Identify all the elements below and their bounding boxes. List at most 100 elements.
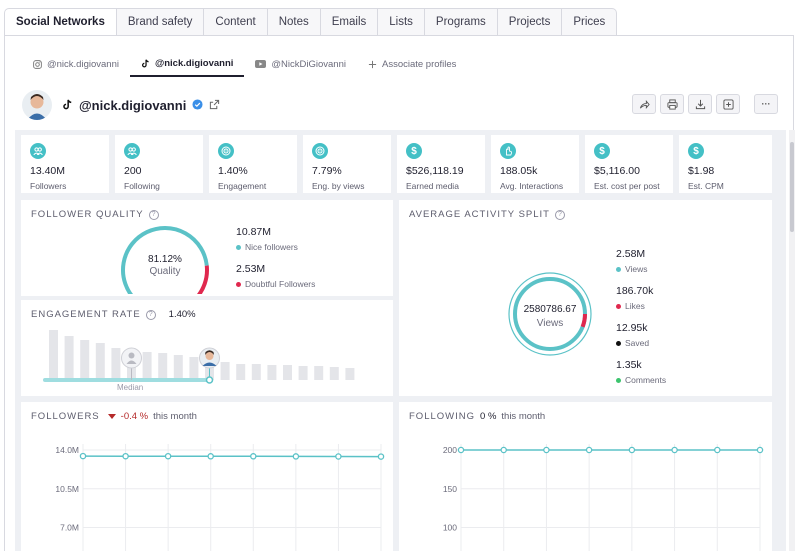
data-point[interactable] [500, 446, 507, 454]
subtab-instagram[interactable]: @nick.digiovanni [22, 51, 130, 77]
add-icon [722, 98, 734, 110]
tab-projects[interactable]: Projects [497, 8, 563, 36]
subtab-youtube[interactable]: @NickDiGiovanni [244, 51, 357, 77]
stat-value: 12.95k [616, 322, 648, 334]
doubtful-followers-arc [196, 265, 209, 294]
help-icon[interactable]: ? [148, 209, 159, 220]
dashboard: 13.40M Followers 200 Following 1.40% Eng… [15, 130, 786, 551]
data-point[interactable] [292, 453, 300, 460]
stat-label: Likes [625, 301, 645, 311]
subtab-tiktok[interactable]: @nick.digiovanni [129, 51, 245, 77]
kpi-label: Followers [30, 181, 67, 191]
engagement-distribution-chart [43, 330, 355, 384]
data-point[interactable] [207, 453, 214, 460]
tab-social-networks[interactable]: Social Networks [4, 8, 117, 36]
data-point[interactable] [457, 446, 465, 454]
legend-dot-likes [616, 303, 621, 309]
tab-prices[interactable]: Prices [562, 8, 618, 36]
more-button[interactable]: ··· [754, 94, 778, 114]
hand-icon [500, 143, 516, 159]
tab-emails[interactable]: Emails [320, 8, 379, 36]
data-point[interactable] [250, 453, 257, 460]
print-icon [666, 98, 678, 110]
dollar-icon: $ [406, 143, 422, 159]
tiktok-icon [141, 59, 150, 68]
data-point[interactable] [335, 453, 342, 460]
stat-label: Views [625, 264, 648, 274]
data-point[interactable] [122, 452, 129, 460]
quality-center: 81.12% Quality [131, 254, 199, 277]
tab-brand-safety[interactable]: Brand safety [116, 8, 205, 36]
subtab-label: @nick.digiovanni [154, 57, 234, 69]
card-title-text: FOLLOWING [409, 411, 476, 422]
card-title-text: FOLLOWER QUALITY [31, 209, 144, 220]
download-button[interactable] [688, 94, 712, 114]
kpi-value: 200 [124, 165, 142, 177]
y-tick-label: 10.5M [55, 484, 79, 494]
data-point[interactable] [756, 446, 764, 454]
engagement-bar [64, 336, 74, 380]
doubtful-followers-stat: 2.53M Doubtful Followers [236, 263, 315, 289]
nice-followers-stat: 10.87M Nice followers [236, 226, 298, 252]
engagement-bar [220, 362, 230, 380]
dollar-icon: $ [688, 143, 704, 159]
stat-label: Nice followers [245, 242, 298, 252]
legend-dot-views [616, 266, 621, 272]
tab-programs[interactable]: Programs [424, 8, 498, 36]
likes-stat: 186.70k Likes [616, 285, 653, 311]
tab-content[interactable]: Content [204, 8, 268, 36]
engagement-rate-value: 1.40% [168, 309, 196, 320]
data-point[interactable] [543, 446, 550, 454]
data-point[interactable] [628, 446, 636, 454]
print-button[interactable] [660, 94, 684, 114]
stat-label: Doubtful Followers [245, 279, 316, 289]
avatar [22, 90, 52, 120]
y-tick-label: 7.0M [60, 523, 79, 533]
external-link-icon[interactable] [209, 98, 220, 113]
quality-label: Quality [149, 266, 181, 277]
share-button[interactable] [632, 94, 656, 114]
legend-dot-doubtful [236, 281, 241, 287]
verified-badge-icon [192, 98, 203, 113]
scrollbar-thumb[interactable] [790, 142, 794, 232]
stat-value: 2.53M [236, 263, 266, 275]
y-tick-label: 100 [443, 523, 457, 533]
add-button[interactable] [716, 94, 740, 114]
profile-handle: @nick.digiovanni [62, 98, 220, 113]
data-point[interactable] [164, 452, 172, 460]
median-label: Median [117, 383, 144, 392]
vertical-scrollbar[interactable] [789, 130, 795, 551]
kpi-card-following: 200 Following [115, 135, 203, 193]
kpi-value: 188.05k [500, 165, 538, 177]
y-tick-label: 150 [443, 484, 457, 494]
profile-point [205, 376, 214, 384]
engagement-bar [142, 352, 152, 380]
trend-down-icon [107, 414, 116, 419]
tab-lists[interactable]: Lists [378, 8, 425, 36]
kpi-value: 7.79% [312, 165, 342, 177]
followers-change: -0.4 % [120, 411, 149, 422]
engagement-bar [189, 357, 199, 380]
help-icon[interactable]: ? [554, 209, 565, 220]
kpi-label: Est. cost per post [594, 181, 660, 191]
quality-percent: 81.12% [148, 254, 182, 265]
kpi-card-followers: 13.40M Followers [21, 135, 109, 193]
series-line [82, 455, 382, 458]
card-title: ENGAGEMENT RATE ? 1.40% [31, 309, 196, 320]
tab-notes[interactable]: Notes [267, 8, 321, 36]
plus-icon [368, 60, 377, 69]
activity-split-card: AVERAGE ACTIVITY SPLIT ? 2580786.67 View… [399, 200, 772, 396]
associate-profiles-button[interactable]: Associate profiles [357, 51, 467, 77]
data-point[interactable] [714, 446, 721, 454]
followers-change-suffix: this month [153, 411, 197, 422]
help-icon[interactable]: ? [145, 309, 156, 320]
activity-center-label: Views [536, 318, 564, 329]
download-icon [695, 99, 705, 109]
legend-dot-saved [616, 340, 621, 346]
card-title-text: ENGAGEMENT RATE [31, 309, 141, 320]
data-point[interactable] [585, 446, 593, 454]
kpi-label: Following [124, 181, 160, 191]
data-point[interactable] [79, 452, 87, 460]
data-point[interactable] [377, 453, 385, 460]
data-point[interactable] [671, 446, 678, 454]
